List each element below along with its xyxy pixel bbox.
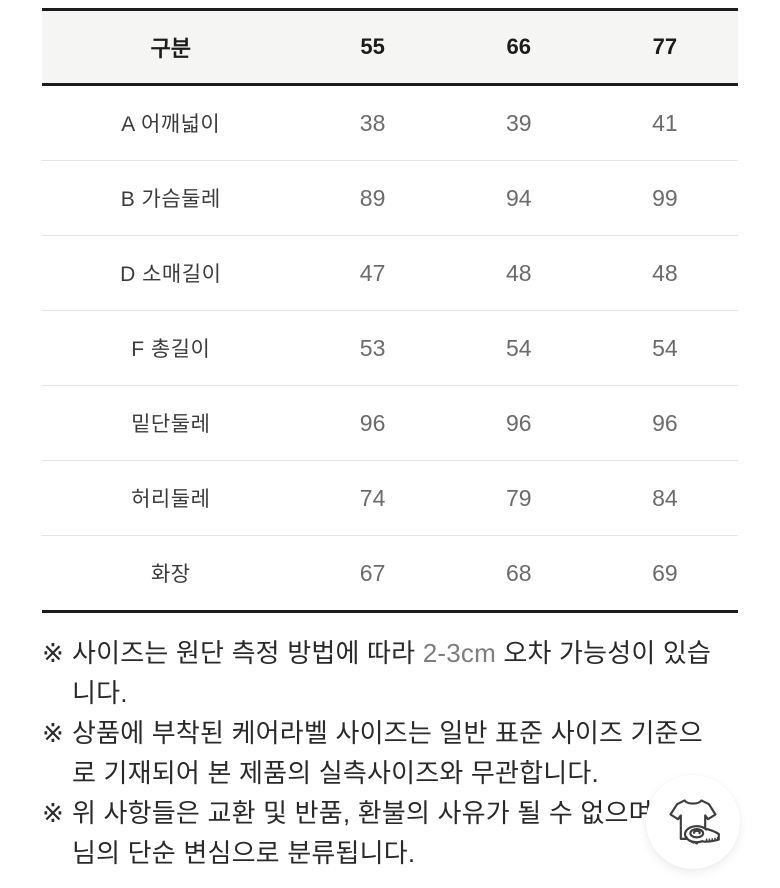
size-notes: ※ 사이즈는 원단 측정 방법에 따라 2-3cm 오차 가능성이 있습 니다.… [42,633,738,873]
row-value: 47 [299,235,446,311]
row-label: 밑단둘레 [42,385,300,461]
table-row: D 소매길이 47 48 48 [42,235,738,311]
row-value: 38 [359,109,386,136]
row-value: 96 [299,385,446,461]
row-value: 96 [591,385,738,461]
note-size-tolerance: ※ 사이즈는 원단 측정 방법에 따라 2-3cm 오차 가능성이 있습 니다. [42,633,738,713]
table-row: B 가슴둘레 89 94 99 [42,160,738,236]
header-cell-size-66: 66 [445,9,592,86]
tshirt-measuring-tape-icon [669,799,720,845]
size-table: 구분 55 66 77 A 어깨넓이 38 39 41 B 가슴둘레 89 94 [42,8,738,613]
note-line: 사이즈는 원단 측정 방법에 따라 2-3cm 오차 가능성이 있습 [72,638,712,668]
note-line: 로 기재되어 본 제품의 실측사이즈와 무관합니다. [72,758,599,788]
size-table-header: 구분 55 66 77 [42,9,738,86]
note-marker: ※ [42,718,64,748]
row-value: 39 [505,109,532,136]
tolerance-value: 2-3cm [422,638,496,668]
note-care-label: ※ 상품에 부착된 케어라벨 사이즈는 일반 표준 사이즈 기준으 로 기재되어… [42,713,738,793]
row-label: A 어깨넓이 [121,113,221,136]
row-value: 48 [591,235,738,311]
note-line: 니다. [72,678,128,708]
row-label: 화장 [42,535,300,612]
row-label: 허리둘레 [42,460,300,536]
table-row: F 총길이 53 54 54 [42,310,738,386]
note-marker: ※ [42,798,64,828]
row-value: 67 [299,535,446,612]
row-value: 94 [445,160,592,236]
table-row: 허리둘레 74 79 84 [42,460,738,536]
header-cell-size-77: 77 [591,9,738,86]
note-line: 님의 단순 변심으로 분류됩니다. [72,838,416,868]
row-label: B 가슴둘레 [42,160,300,236]
row-value: 54 [445,310,592,386]
row-label: F 총길이 [42,310,300,386]
row-value: 48 [445,235,592,311]
row-value: 96 [445,385,592,461]
row-value: 68 [445,535,592,612]
note-line: 상품에 부착된 케어라벨 사이즈는 일반 표준 사이즈 기준으 [72,718,703,748]
row-value: 69 [591,535,738,612]
header-row: 구분 55 66 77 [42,9,738,86]
row-label: D 소매길이 [42,235,300,311]
row-value: 79 [445,460,592,536]
row-value: 74 [299,460,446,536]
note-return-policy: ※ 위 사항들은 교환 및 반품, 환불의 사유가 될 수 없으며 고객 님의 … [42,793,738,873]
note-marker: ※ [42,638,64,668]
row-value: 99 [591,160,738,236]
row-value: 54 [591,310,738,386]
table-row: 화장 67 68 69 [42,535,738,612]
row-value: 89 [299,160,446,236]
size-table-body: A 어깨넓이 38 39 41 B 가슴둘레 89 94 99 D 소매길이 4… [42,85,738,612]
row-value: 84 [591,460,738,536]
measurement-badge [646,775,740,869]
table-row: A 어깨넓이 38 39 41 [42,85,738,161]
row-value: 41 [652,109,678,136]
header-cell-category: 구분 [42,9,300,86]
header-cell-size-55: 55 [299,9,446,86]
table-row: 밑단둘레 96 96 96 [42,385,738,461]
row-value: 53 [299,310,446,386]
note-line: 위 사항들은 교환 및 반품, 환불의 사유가 될 수 없으며 고객 [72,798,709,828]
